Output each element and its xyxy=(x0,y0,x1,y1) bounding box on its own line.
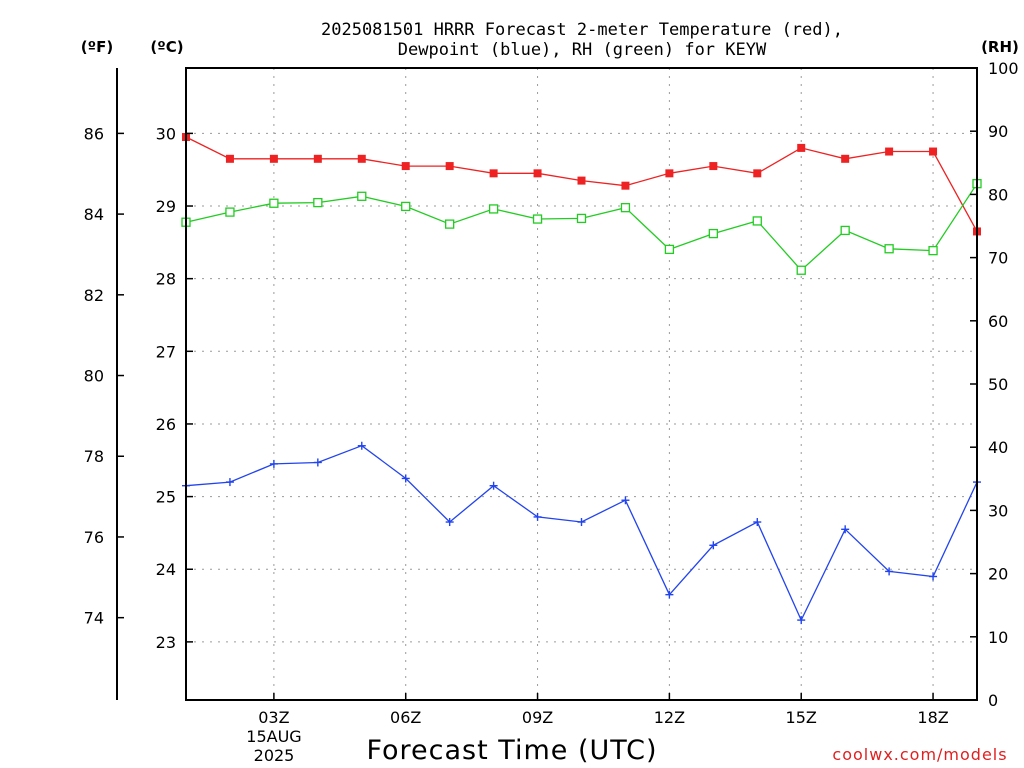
x-tick-label: 12Z xyxy=(654,708,685,727)
rh-point xyxy=(532,214,543,224)
rh-tick-label: 30 xyxy=(988,501,1008,520)
rh-tick-label: 70 xyxy=(988,249,1008,268)
rh-tick-label: 50 xyxy=(988,375,1008,394)
rh-point xyxy=(225,207,235,217)
rh-point xyxy=(313,197,323,208)
rh-tick-label: 10 xyxy=(988,628,1008,647)
dewpoint-point xyxy=(357,441,366,450)
rh-tick-label: 90 xyxy=(988,122,1008,141)
celsius-unit-label: (ºC) xyxy=(150,38,183,56)
celsius-tick-label: 26 xyxy=(156,415,176,434)
fahrenheit-tick-label: 80 xyxy=(84,367,104,386)
dewpoint-point xyxy=(313,458,322,467)
rh-tick-label: 20 xyxy=(988,565,1008,584)
rh-tick-label: 80 xyxy=(988,185,1008,204)
plot-frame xyxy=(185,67,978,701)
rh-tick-label: 0 xyxy=(988,691,998,710)
dewpoint-point xyxy=(225,478,234,487)
fahrenheit-tick-label: 84 xyxy=(84,205,104,224)
temperature-point xyxy=(885,147,894,156)
rh-line xyxy=(185,183,978,272)
rh-point xyxy=(928,245,938,256)
source-credit: coolwx.com/models xyxy=(832,745,1007,764)
rh-point xyxy=(401,201,411,212)
celsius-tick-label: 23 xyxy=(156,633,176,652)
rh-point xyxy=(445,219,455,229)
rh-tick-label: 40 xyxy=(988,438,1008,457)
temperature-point xyxy=(797,143,806,152)
temperature-point xyxy=(313,154,322,163)
celsius-tick-label: 28 xyxy=(156,270,176,289)
fahrenheit-tick-label: 74 xyxy=(84,609,104,628)
temperature-point xyxy=(929,147,938,156)
temperature-point xyxy=(753,169,762,178)
dewpoint-point xyxy=(445,518,454,527)
celsius-tick-label: 24 xyxy=(156,560,176,579)
rh-point xyxy=(488,204,499,214)
fahrenheit-tick-label: 86 xyxy=(84,124,104,143)
dewpoint-point xyxy=(533,512,542,521)
temperature-point xyxy=(621,181,630,190)
x-tick-label: 18Z xyxy=(917,708,948,727)
temperature-point xyxy=(401,162,410,171)
temperature-point xyxy=(665,169,674,178)
celsius-tick-label: 27 xyxy=(156,342,176,361)
temperature-point xyxy=(709,162,718,171)
dewpoint-point xyxy=(401,474,410,483)
date-label-year: 2025 xyxy=(254,746,295,765)
date-label-day: 15AUG xyxy=(246,727,301,746)
x-tick-label: 09Z xyxy=(522,708,553,727)
dewpoint-point xyxy=(885,567,894,576)
rh-point xyxy=(664,244,675,255)
rh-tick-label: 100 xyxy=(988,59,1019,78)
chart-title: 2025081501 HRRR Forecast 2-meter Tempera… xyxy=(321,20,843,40)
temperature-point xyxy=(225,154,234,163)
temperature-point xyxy=(841,154,850,163)
x-tick-label: 03Z xyxy=(258,708,289,727)
rh-point xyxy=(269,198,279,208)
celsius-tick-label: 30 xyxy=(156,124,176,143)
dewpoint-point xyxy=(269,459,278,468)
fahrenheit-tick-label: 78 xyxy=(84,447,104,466)
temperature-point xyxy=(269,154,278,163)
fahrenheit-tick-label: 76 xyxy=(84,528,104,547)
temperature-point xyxy=(533,169,542,178)
celsius-tick-label: 29 xyxy=(156,197,176,216)
chart-title-line2: Dewpoint (blue), RH (green) for KEYW xyxy=(398,40,767,60)
x-tick-label: 06Z xyxy=(390,708,421,727)
x-axis-title: Forecast Time (UTC) xyxy=(366,735,657,766)
dewpoint-point xyxy=(621,496,630,505)
rh-unit-label: (RH) xyxy=(981,38,1019,56)
temperature-point xyxy=(357,154,366,163)
rh-tick-label: 60 xyxy=(988,312,1008,331)
celsius-tick-label: 25 xyxy=(156,488,176,507)
data-series xyxy=(181,133,982,625)
dewpoint-point xyxy=(841,525,850,534)
rh-point xyxy=(708,228,718,239)
fahrenheit-unit-label: (ºF) xyxy=(81,38,113,56)
dewpoint-point xyxy=(753,518,762,527)
rh-point xyxy=(884,244,894,254)
axis-ticks: 03Z 06Z 09Z 12Z 15Z 18Z 23 24 25 26 27 28 29 30 74 76 78… xyxy=(84,59,1019,727)
rh-point xyxy=(840,225,850,236)
rh-point xyxy=(796,265,806,275)
fahrenheit-tick-label: 82 xyxy=(84,286,104,305)
x-tick-label: 15Z xyxy=(786,708,817,727)
rh-point xyxy=(357,191,367,201)
dewpoint-point xyxy=(797,616,806,625)
temperature-point xyxy=(577,176,586,185)
dewpoint-point xyxy=(489,481,498,490)
dewpoint-line xyxy=(185,444,978,622)
dewpoint-point xyxy=(929,572,938,581)
rh-point xyxy=(752,216,762,226)
temperature-point xyxy=(489,169,498,178)
temperature-point xyxy=(445,162,454,171)
dewpoint-point xyxy=(709,541,718,550)
dewpoint-point xyxy=(665,590,674,599)
dewpoint-point xyxy=(577,518,586,527)
rh-point xyxy=(620,203,631,213)
rh-point xyxy=(576,213,587,224)
grid-lines xyxy=(186,68,977,700)
